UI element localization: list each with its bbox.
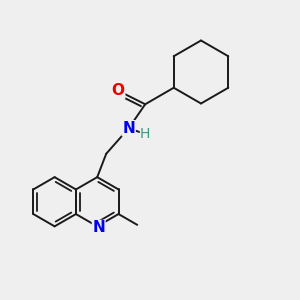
Text: N: N [122, 121, 135, 136]
Text: O: O [112, 83, 125, 98]
Text: N: N [92, 220, 105, 235]
Text: H: H [140, 127, 150, 141]
